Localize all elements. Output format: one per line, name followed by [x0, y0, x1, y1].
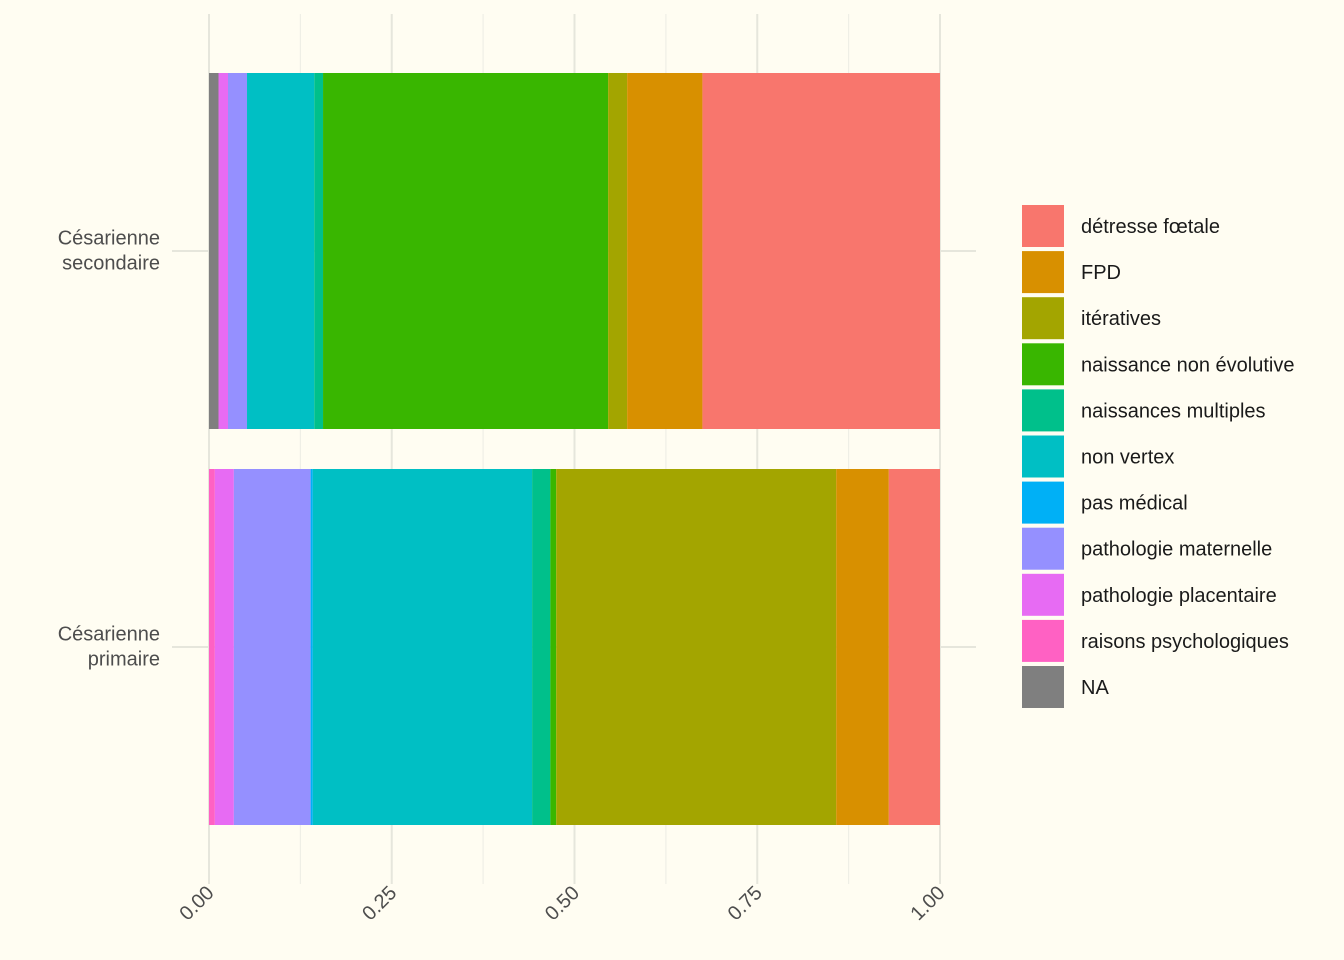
legend-key	[1022, 573, 1064, 616]
x-tick-label: 0.25	[358, 882, 401, 925]
legend-key	[1022, 666, 1064, 708]
bar-segment	[312, 469, 533, 825]
x-tick-label: 0.50	[541, 882, 584, 925]
legend-label: détresse fœtale	[1081, 216, 1220, 238]
category-label: Césarienne primaire	[58, 624, 160, 671]
bar-segment	[836, 469, 889, 825]
bar-segment	[228, 73, 248, 429]
bar-segment	[214, 469, 234, 825]
bar-segment	[247, 73, 315, 429]
legend-label: pathologie placentaire	[1081, 585, 1277, 607]
bar-segment	[627, 73, 703, 429]
legend-key	[1022, 205, 1064, 247]
bar-segment	[323, 73, 609, 429]
bar-segment	[218, 73, 229, 429]
bar-segment	[556, 469, 837, 825]
x-tick-label: 1.00	[906, 882, 949, 925]
bar-segment	[550, 469, 557, 825]
bar-segment	[532, 469, 551, 825]
bar-segment	[310, 469, 313, 825]
legend-label: pathologie maternelle	[1081, 539, 1272, 561]
legend-key	[1022, 297, 1064, 340]
legend-key	[1022, 389, 1064, 432]
legend-key	[1022, 435, 1064, 478]
bar-segment	[608, 73, 628, 429]
legend: détresse fœtale FPD itératives naissance no…	[1022, 205, 1294, 708]
category-label: Césarienne secondaire	[58, 228, 160, 275]
legend-label: non vertex	[1081, 447, 1174, 469]
legend-key	[1022, 527, 1064, 570]
bar-segment	[209, 469, 215, 825]
legend-label: raisons psychologiques	[1081, 631, 1289, 653]
bar-segment	[233, 469, 311, 825]
x-tick-label: 0.00	[175, 882, 218, 925]
bars	[209, 73, 940, 825]
legend-label: NA	[1081, 677, 1109, 699]
legend-key	[1022, 343, 1064, 386]
bar-segment	[314, 73, 324, 429]
legend-label: FPD	[1081, 262, 1121, 284]
legend-label: itératives	[1081, 308, 1161, 330]
legend-key	[1022, 619, 1064, 662]
bar-segment	[209, 73, 219, 429]
legend-label: naissances multiples	[1081, 400, 1266, 422]
legend-key	[1022, 251, 1064, 294]
legend-label: naissance non évolutive	[1081, 354, 1294, 376]
bar-segment	[888, 469, 940, 825]
legend-key	[1022, 481, 1064, 524]
x-tick-label: 0.75	[724, 882, 767, 925]
legend-label: pas médical	[1081, 493, 1188, 515]
bar-segment	[702, 73, 940, 429]
